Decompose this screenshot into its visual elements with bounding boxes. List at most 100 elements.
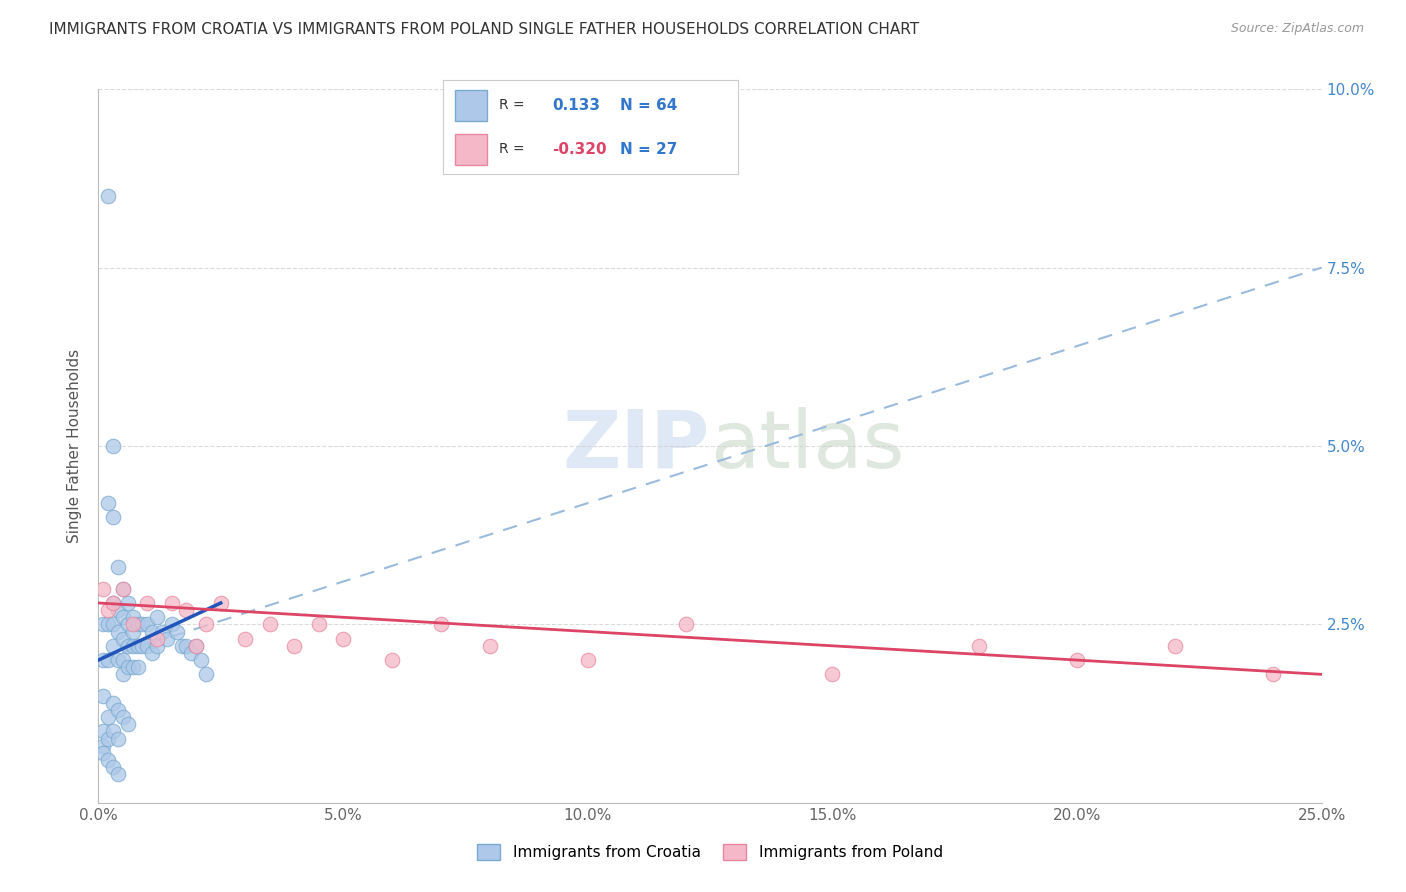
- Point: [117, 717, 139, 731]
- Point: [156, 632, 179, 646]
- Point: [136, 617, 159, 632]
- Point: [131, 639, 153, 653]
- Point: [233, 632, 256, 646]
- Bar: [454, 89, 486, 120]
- Point: [101, 617, 124, 632]
- Point: [186, 639, 208, 653]
- Point: [97, 496, 120, 510]
- Point: [111, 610, 134, 624]
- Point: [107, 731, 129, 746]
- Text: N = 64: N = 64: [620, 97, 678, 112]
- Point: [146, 632, 169, 646]
- Point: [967, 639, 990, 653]
- Bar: [454, 134, 486, 164]
- Point: [117, 660, 139, 674]
- Point: [576, 653, 599, 667]
- Text: IMMIGRANTS FROM CROATIA VS IMMIGRANTS FROM POLAND SINGLE FATHER HOUSEHOLDS CORRE: IMMIGRANTS FROM CROATIA VS IMMIGRANTS FR…: [49, 22, 920, 37]
- Point: [117, 596, 139, 610]
- Point: [97, 710, 120, 724]
- Point: [91, 689, 114, 703]
- Point: [107, 653, 129, 667]
- Point: [1261, 667, 1284, 681]
- Point: [97, 753, 120, 767]
- Text: ZIP: ZIP: [562, 407, 710, 485]
- Point: [121, 660, 143, 674]
- Point: [107, 624, 129, 639]
- Point: [111, 653, 134, 667]
- Point: [121, 624, 143, 639]
- Point: [117, 639, 139, 653]
- Point: [146, 639, 169, 653]
- Point: [146, 610, 169, 624]
- Point: [101, 724, 124, 739]
- Point: [195, 667, 218, 681]
- Point: [91, 739, 114, 753]
- Point: [91, 746, 114, 760]
- Point: [97, 731, 120, 746]
- Point: [107, 560, 129, 574]
- Point: [160, 617, 183, 632]
- Point: [91, 617, 114, 632]
- Point: [186, 639, 208, 653]
- Text: R =: R =: [499, 142, 524, 156]
- Point: [141, 646, 163, 660]
- Point: [127, 617, 149, 632]
- Point: [1164, 639, 1187, 653]
- Point: [127, 639, 149, 653]
- Point: [150, 624, 173, 639]
- Point: [97, 617, 120, 632]
- Point: [180, 646, 202, 660]
- Point: [136, 596, 159, 610]
- Point: [101, 639, 124, 653]
- Point: [259, 617, 281, 632]
- Point: [91, 724, 114, 739]
- Point: [121, 639, 143, 653]
- Point: [97, 653, 120, 667]
- Point: [283, 639, 305, 653]
- Point: [101, 760, 124, 774]
- Point: [97, 189, 120, 203]
- Y-axis label: Single Father Households: Single Father Households: [67, 349, 83, 543]
- Point: [675, 617, 697, 632]
- Point: [121, 610, 143, 624]
- Text: N = 27: N = 27: [620, 142, 678, 157]
- Point: [101, 510, 124, 524]
- Point: [91, 653, 114, 667]
- Point: [111, 632, 134, 646]
- Point: [190, 653, 212, 667]
- Text: atlas: atlas: [710, 407, 904, 485]
- Point: [107, 603, 129, 617]
- Point: [478, 639, 501, 653]
- Point: [117, 617, 139, 632]
- Point: [131, 617, 153, 632]
- Point: [821, 667, 844, 681]
- Point: [170, 639, 193, 653]
- Point: [111, 582, 134, 596]
- Point: [107, 767, 129, 781]
- Point: [308, 617, 330, 632]
- Point: [195, 617, 218, 632]
- Point: [101, 596, 124, 610]
- Point: [121, 617, 143, 632]
- Point: [111, 582, 134, 596]
- Point: [176, 639, 198, 653]
- Point: [381, 653, 404, 667]
- Point: [176, 603, 198, 617]
- Point: [332, 632, 354, 646]
- Point: [1066, 653, 1088, 667]
- Point: [136, 639, 159, 653]
- Point: [166, 624, 188, 639]
- Point: [430, 617, 453, 632]
- Text: -0.320: -0.320: [553, 142, 607, 157]
- Point: [111, 667, 134, 681]
- Point: [97, 603, 120, 617]
- Point: [107, 703, 129, 717]
- Point: [209, 596, 232, 610]
- Point: [101, 439, 124, 453]
- Point: [111, 710, 134, 724]
- Legend: Immigrants from Croatia, Immigrants from Poland: Immigrants from Croatia, Immigrants from…: [471, 838, 949, 866]
- Point: [101, 696, 124, 710]
- Point: [141, 624, 163, 639]
- Text: 0.133: 0.133: [553, 97, 600, 112]
- Text: Source: ZipAtlas.com: Source: ZipAtlas.com: [1230, 22, 1364, 36]
